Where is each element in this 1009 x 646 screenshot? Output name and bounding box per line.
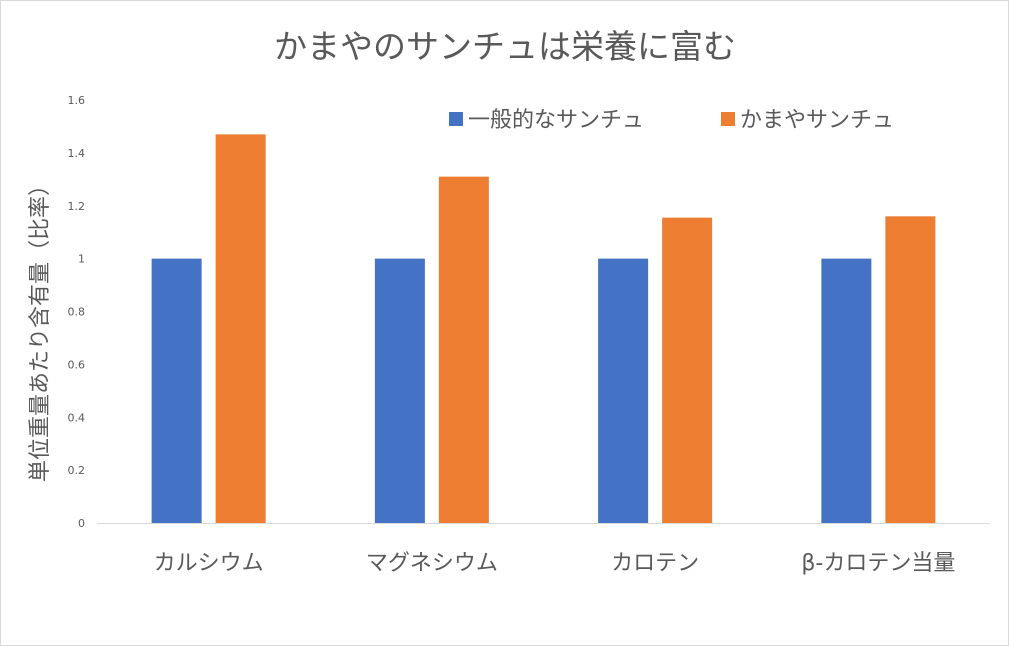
y-tick-label: 1.4 <box>68 147 86 160</box>
category-label: カロテン <box>611 551 699 576</box>
bar-general-0 <box>151 258 202 523</box>
legend: 一般的なサンチュ かまやサンチュ <box>449 108 894 133</box>
y-tick-label: 0.8 <box>68 306 86 319</box>
bar-kamaya-0 <box>215 134 266 523</box>
category-label: カルシウム <box>154 551 264 576</box>
y-tick-label: 1 <box>78 253 85 266</box>
bar-kamaya-2 <box>662 217 713 523</box>
y-tick-label: 1.2 <box>68 200 86 213</box>
chart-title: かまやのサンチュは栄養に富む <box>274 27 736 66</box>
y-tick-label: 0.6 <box>68 358 86 371</box>
category-labels: カルシウム マグネシウム カロテン β-カロテン当量 <box>154 551 956 576</box>
legend-swatch <box>721 112 735 126</box>
legend-label: 一般的なサンチュ <box>468 108 644 133</box>
legend-label: かまやサンチュ <box>740 108 894 133</box>
y-tick-label: 0.2 <box>68 464 86 477</box>
y-tick-label: 1.6 <box>68 94 86 107</box>
bar-general-3 <box>821 258 872 523</box>
bar-kamaya-3 <box>885 216 936 523</box>
y-axis-ticks: 0 0.2 0.4 0.6 0.8 1 1.2 1.4 1.6 <box>68 94 86 530</box>
bar-general-2 <box>598 258 649 523</box>
bar-kamaya-1 <box>438 176 489 523</box>
category-label: マグネシウム <box>366 551 498 576</box>
bar-general-1 <box>374 258 425 523</box>
y-axis-title: 単位重量あたり含有量（比率） <box>28 174 53 482</box>
category-label: β-カロテン当量 <box>801 551 955 576</box>
bars <box>151 134 936 523</box>
legend-swatch <box>449 112 463 126</box>
y-tick-label: 0 <box>78 517 85 530</box>
y-tick-label: 0.4 <box>68 411 86 424</box>
